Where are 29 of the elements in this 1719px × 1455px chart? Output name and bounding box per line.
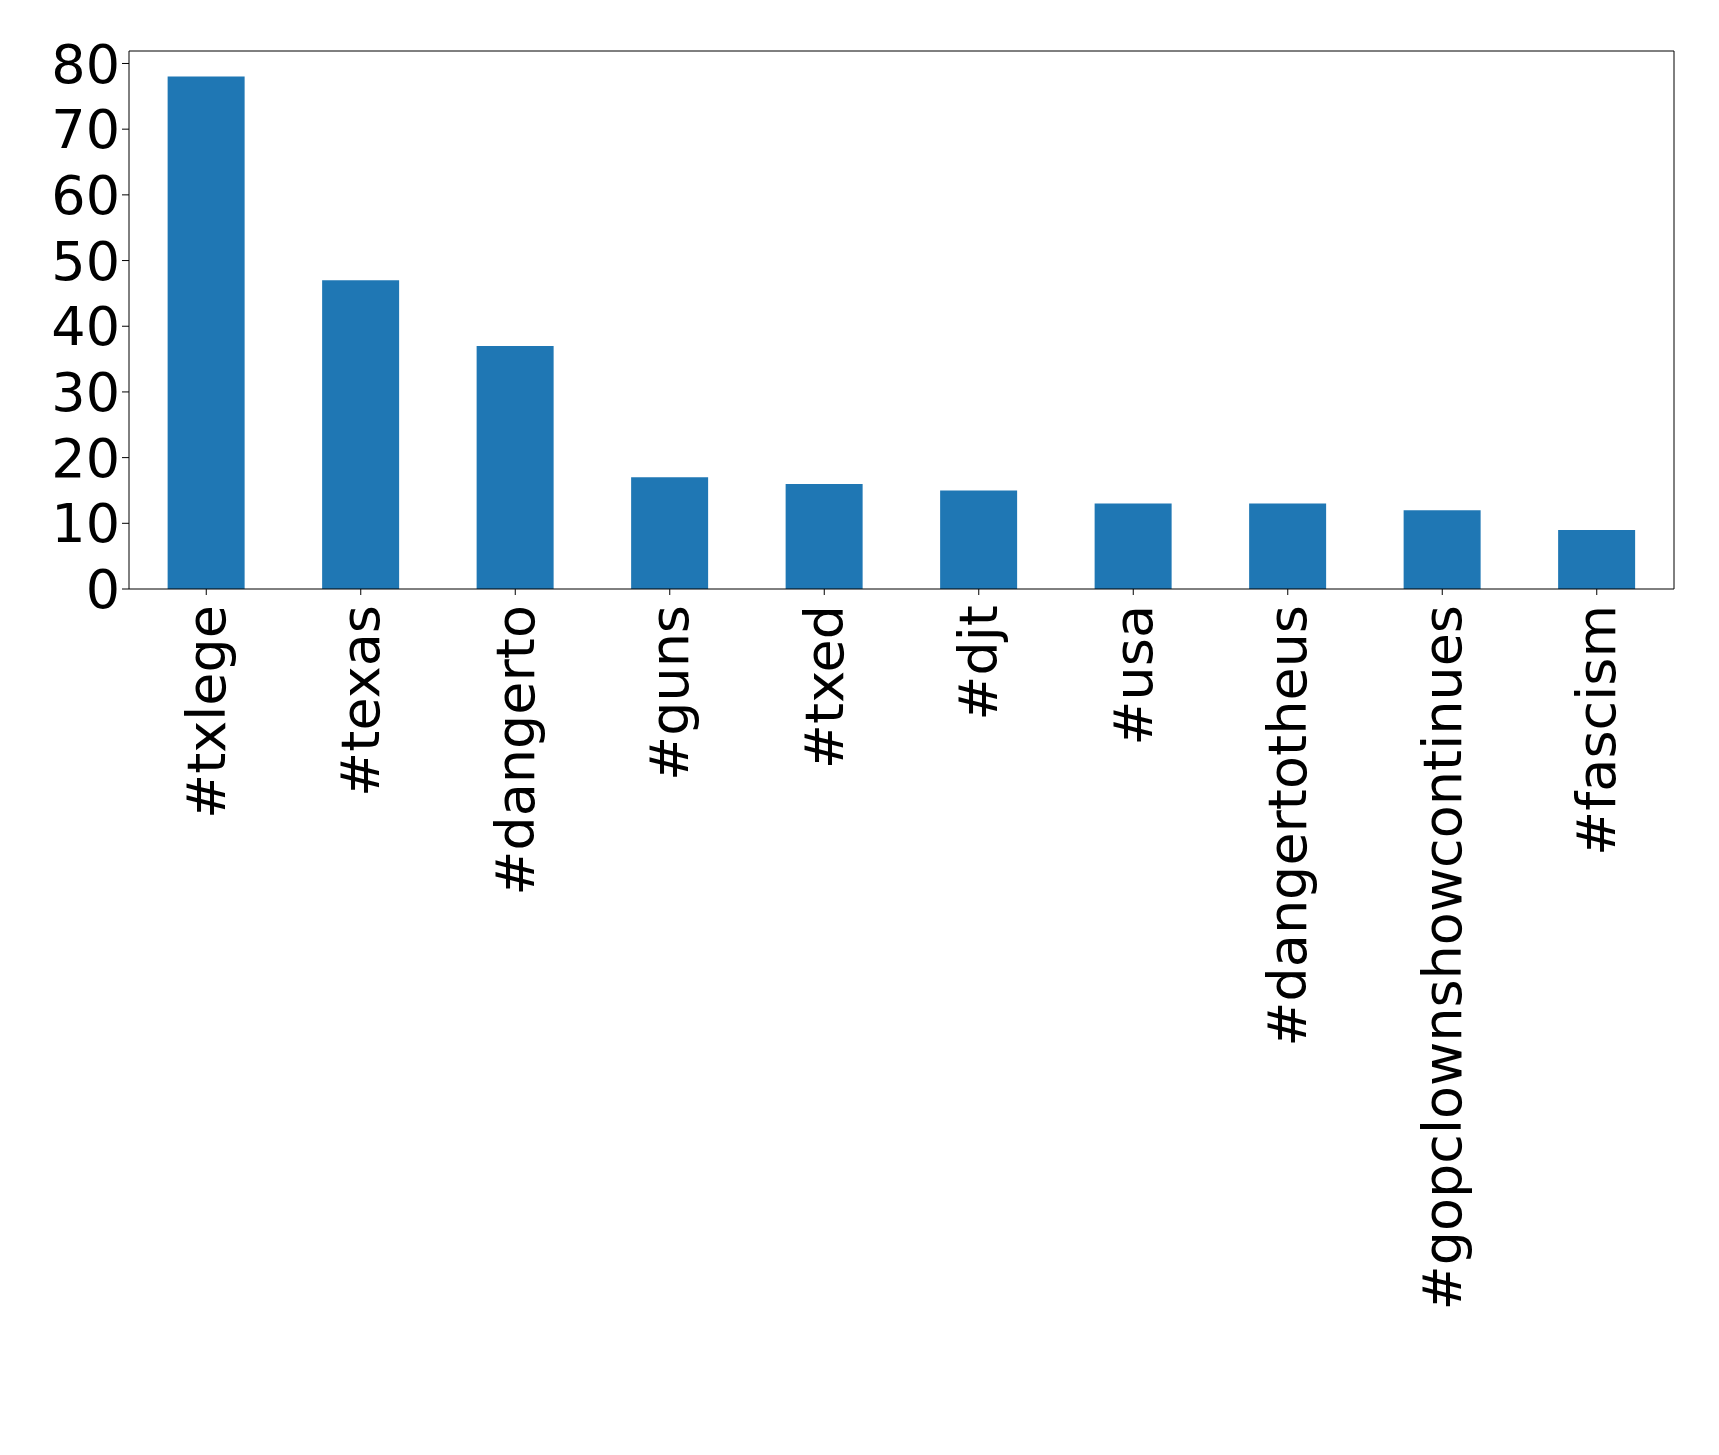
x-tick-label: #guns	[638, 605, 702, 782]
bar	[940, 490, 1018, 589]
x-tick-label: #dangertotheus	[1256, 605, 1320, 1047]
y-tick-label: 70	[51, 98, 120, 162]
y-tick-label: 40	[51, 295, 120, 359]
x-tick-label: #usa	[1101, 605, 1165, 746]
bar	[476, 345, 554, 589]
bar	[631, 477, 709, 589]
x-tick-label: #fascism	[1565, 605, 1629, 856]
y-tick-label: 20	[51, 426, 120, 490]
bar	[1403, 510, 1481, 589]
x-tick-label: #djt	[947, 605, 1011, 721]
bar	[167, 76, 245, 589]
y-tick-label: 80	[51, 32, 120, 96]
x-tick-label: #txed	[792, 605, 856, 770]
bar	[322, 280, 400, 589]
bar	[1558, 529, 1636, 589]
bar	[1094, 503, 1172, 589]
y-tick-label: 60	[51, 164, 120, 228]
y-tick-label: 10	[51, 492, 120, 556]
y-tick-label: 0	[85, 558, 120, 622]
x-tick-label: #gopclownshowcontinues	[1410, 605, 1474, 1311]
bar	[1249, 503, 1327, 589]
y-tick-label: 50	[51, 229, 120, 293]
x-tick-label: #txlege	[174, 605, 238, 820]
x-tick-label: #dangerto	[483, 605, 547, 896]
bar	[785, 483, 863, 589]
x-tick-label: #texas	[329, 605, 393, 797]
y-tick-label: 30	[51, 361, 120, 425]
